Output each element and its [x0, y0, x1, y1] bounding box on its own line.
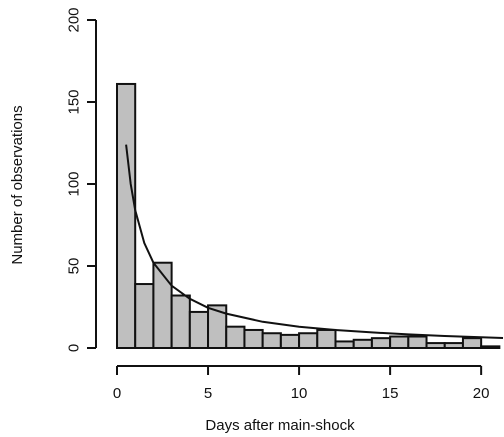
- histogram-bar: [134, 283, 155, 350]
- x-axis-label: Days after main-shock: [205, 417, 355, 434]
- histogram-bar: [443, 342, 464, 349]
- histogram-bar: [116, 82, 137, 350]
- x-tick-label: 5: [204, 385, 212, 402]
- histogram-bar: [425, 342, 446, 349]
- histogram-bar: [334, 340, 355, 350]
- histogram-bar: [298, 332, 319, 349]
- y-tick-label: 200: [66, 7, 83, 32]
- y-tick-label: 50: [66, 258, 83, 275]
- histogram-bars: [116, 82, 501, 350]
- histogram-bar: [225, 325, 246, 349]
- x-tick-label: 20: [473, 385, 490, 402]
- x-tick-label: 15: [382, 385, 399, 402]
- y-axis: 0 50 100 150 200: [66, 7, 97, 352]
- x-tick-label: 10: [291, 385, 308, 402]
- histogram-bar: [480, 345, 501, 349]
- y-tick-label: 100: [66, 171, 83, 196]
- histogram-bar: [188, 310, 210, 350]
- histogram-bar: [261, 332, 282, 349]
- histogram-bar: [370, 337, 392, 350]
- histogram-bar: [279, 333, 301, 350]
- histogram-bar: [352, 338, 373, 349]
- histogram-bar: [407, 335, 428, 349]
- histogram-bar: [170, 294, 191, 349]
- histogram-bar: [243, 328, 264, 349]
- x-axis: 0 5 10 15 20: [113, 365, 490, 402]
- y-tick-label: 0: [66, 344, 83, 352]
- y-tick-label: 150: [66, 89, 83, 114]
- histogram-bar: [316, 328, 337, 349]
- fitted-decay-curve: [125, 144, 504, 339]
- x-tick-label: 0: [113, 385, 121, 402]
- histogram-bar: [461, 337, 483, 350]
- y-axis-label: Number of observations: [9, 105, 26, 264]
- histogram-bar: [389, 335, 410, 349]
